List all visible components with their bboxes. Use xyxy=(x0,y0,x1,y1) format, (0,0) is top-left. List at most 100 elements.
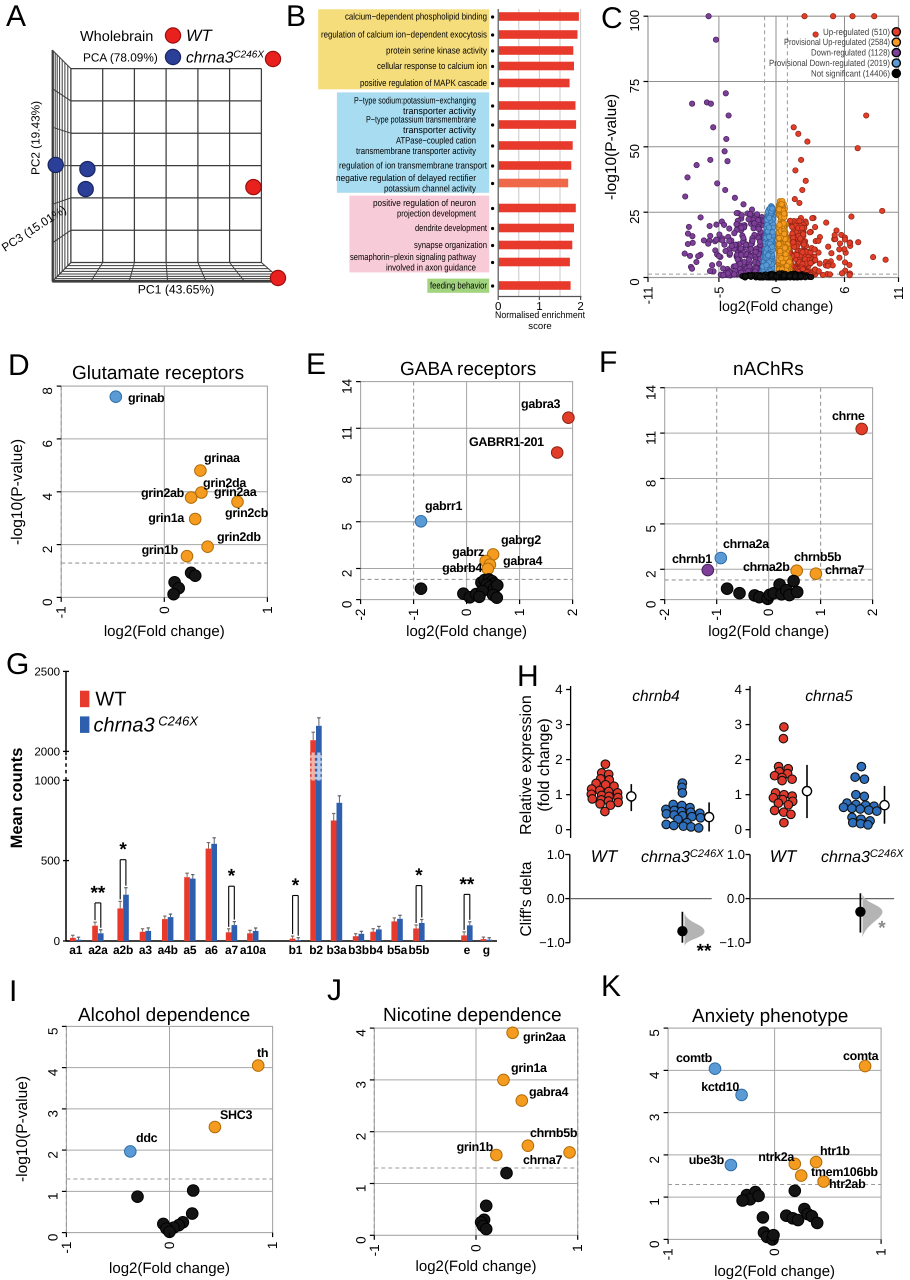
svg-text:J: J xyxy=(327,974,342,1007)
svg-text:chrnb5b: chrnb5b xyxy=(530,1126,578,1140)
svg-text:Up-regulated (510): Up-regulated (510) xyxy=(823,27,890,37)
svg-text:a2a: a2a xyxy=(88,943,108,957)
svg-text:PC2 (19.43%): PC2 (19.43%) xyxy=(29,101,43,175)
svg-text:1: 1 xyxy=(647,1198,662,1206)
svg-text:dendrite development: dendrite development xyxy=(415,223,487,233)
svg-text:1: 1 xyxy=(734,787,742,802)
svg-text:0: 0 xyxy=(495,301,501,313)
svg-text:chrnb4: chrnb4 xyxy=(632,688,680,705)
svg-text:11: 11 xyxy=(340,426,355,440)
svg-text:chrna3C246X: chrna3C246X xyxy=(821,848,904,866)
svg-text:chrna3C246X: chrna3C246X xyxy=(186,50,264,67)
svg-text:cellular response to calcium i: cellular response to calcium ion xyxy=(377,61,487,71)
svg-text:Wholebrain: Wholebrain xyxy=(80,29,153,45)
svg-text:50: 50 xyxy=(627,144,642,158)
svg-text:Cliff's delta: Cliff's delta xyxy=(518,861,535,936)
svg-text:chrnb1: chrnb1 xyxy=(672,552,712,566)
svg-text:*: * xyxy=(292,876,300,897)
svg-text:ATPase−coupled cation: ATPase−coupled cation xyxy=(396,136,476,146)
svg-text:2: 2 xyxy=(865,609,880,617)
svg-text:0: 0 xyxy=(157,606,172,614)
svg-text:log2(Fold change): log2(Fold change) xyxy=(708,623,829,640)
svg-text:log2(Fold change): log2(Fold change) xyxy=(104,623,225,640)
svg-text:2: 2 xyxy=(40,546,55,554)
svg-text:2: 2 xyxy=(565,609,580,617)
svg-text:Provisional Up-regulated (2584: Provisional Up-regulated (2584) xyxy=(784,37,890,47)
svg-text:ntrk2a: ntrk2a xyxy=(758,1150,795,1164)
svg-text:regulation of ion transmembran: regulation of ion transmembrane transpor… xyxy=(339,161,487,171)
svg-text:Provisional Down-regulated (20: Provisional Down-regulated (2019) xyxy=(769,58,890,68)
svg-text:PCA (78.09%): PCA (78.09%) xyxy=(83,51,158,65)
svg-text:grin2da: grin2da xyxy=(203,476,247,490)
svg-text:**: ** xyxy=(697,941,712,962)
svg-text:5: 5 xyxy=(647,1029,662,1037)
svg-text:gabrr1: gabrr1 xyxy=(425,499,462,513)
svg-text:-1: -1 xyxy=(406,609,421,621)
svg-text:B: B xyxy=(286,0,306,33)
svg-text:1: 1 xyxy=(260,606,275,614)
svg-text:a3: a3 xyxy=(139,943,152,957)
svg-text:0.0: 0.0 xyxy=(547,891,565,906)
svg-text:protein serine kinase activity: protein serine kinase activity xyxy=(386,46,487,56)
svg-text:-log10(P-value): -log10(P-value) xyxy=(603,94,620,200)
svg-text:0: 0 xyxy=(459,609,474,617)
svg-text:GABA receptors: GABA receptors xyxy=(400,359,536,380)
svg-text:8: 8 xyxy=(340,476,355,484)
svg-text:0: 0 xyxy=(54,936,60,948)
svg-text:chrne: chrne xyxy=(832,409,865,423)
svg-text:0: 0 xyxy=(162,1242,177,1250)
svg-text:Nicotine dependence: Nicotine dependence xyxy=(383,1005,562,1026)
svg-text:0: 0 xyxy=(647,1240,662,1248)
svg-text:-2: -2 xyxy=(353,609,368,621)
svg-text:-11: -11 xyxy=(641,287,656,305)
svg-text:0: 0 xyxy=(761,609,776,617)
svg-text:3: 3 xyxy=(45,1110,60,1118)
svg-text:0: 0 xyxy=(469,1244,484,1252)
svg-text:a1: a1 xyxy=(69,943,82,957)
svg-text:grin1a: grin1a xyxy=(511,1061,548,1075)
svg-text:25: 25 xyxy=(627,209,642,223)
svg-text:grin1b: grin1b xyxy=(457,1140,494,1154)
svg-text:gabra4: gabra4 xyxy=(529,1085,569,1099)
svg-text:*: * xyxy=(878,918,886,939)
svg-text:b4: b4 xyxy=(369,943,383,957)
svg-text:6: 6 xyxy=(837,287,852,294)
svg-text:b2: b2 xyxy=(309,943,323,957)
svg-text:**: ** xyxy=(91,883,106,904)
svg-text:2: 2 xyxy=(340,570,355,578)
svg-text:a2b: a2b xyxy=(113,943,133,957)
svg-text:4: 4 xyxy=(40,492,55,500)
svg-text:5: 5 xyxy=(45,1027,60,1035)
svg-text:-log10(P-value): -log10(P-value) xyxy=(14,1076,31,1182)
svg-text:gabra3: gabra3 xyxy=(521,397,561,411)
svg-text:4: 4 xyxy=(555,682,563,697)
svg-text:grin1a: grin1a xyxy=(148,511,185,525)
svg-text:Not significant (14406): Not significant (14406) xyxy=(811,68,890,78)
svg-text:8: 8 xyxy=(40,387,55,395)
svg-text:gabrg2: gabrg2 xyxy=(501,533,541,547)
svg-text:E: E xyxy=(306,348,326,381)
svg-text:SHC3: SHC3 xyxy=(220,1108,252,1122)
svg-text:0: 0 xyxy=(40,598,55,606)
svg-text:2: 2 xyxy=(644,570,659,578)
svg-text:a10a: a10a xyxy=(240,943,266,957)
svg-text:Down-regulated (1128): Down-regulated (1128) xyxy=(811,48,890,58)
svg-text:8: 8 xyxy=(644,480,659,488)
svg-text:ube3b: ube3b xyxy=(689,1153,725,1167)
svg-text:-2: -2 xyxy=(657,609,672,621)
svg-text:4: 4 xyxy=(353,1029,368,1037)
svg-text:negative regulation of delayed: negative regulation of delayed rectifier xyxy=(336,173,476,183)
svg-text:H: H xyxy=(517,660,539,693)
svg-text:2000: 2000 xyxy=(34,746,60,758)
svg-text:−1.0: −1.0 xyxy=(539,935,565,950)
svg-text:transmembrane transporter acti: transmembrane transporter activity xyxy=(356,146,476,156)
svg-text:a4b: a4b xyxy=(158,943,178,957)
svg-text:5: 5 xyxy=(340,523,355,531)
svg-text:-1: -1 xyxy=(367,1244,382,1256)
svg-text:1: 1 xyxy=(570,1244,585,1252)
svg-text:chrna7: chrna7 xyxy=(523,1153,563,1167)
svg-text:nAChRs: nAChRs xyxy=(733,359,804,380)
svg-text:htr1b: htr1b xyxy=(820,1144,850,1158)
svg-text:*: * xyxy=(415,866,423,887)
svg-text:0: 0 xyxy=(340,601,355,609)
